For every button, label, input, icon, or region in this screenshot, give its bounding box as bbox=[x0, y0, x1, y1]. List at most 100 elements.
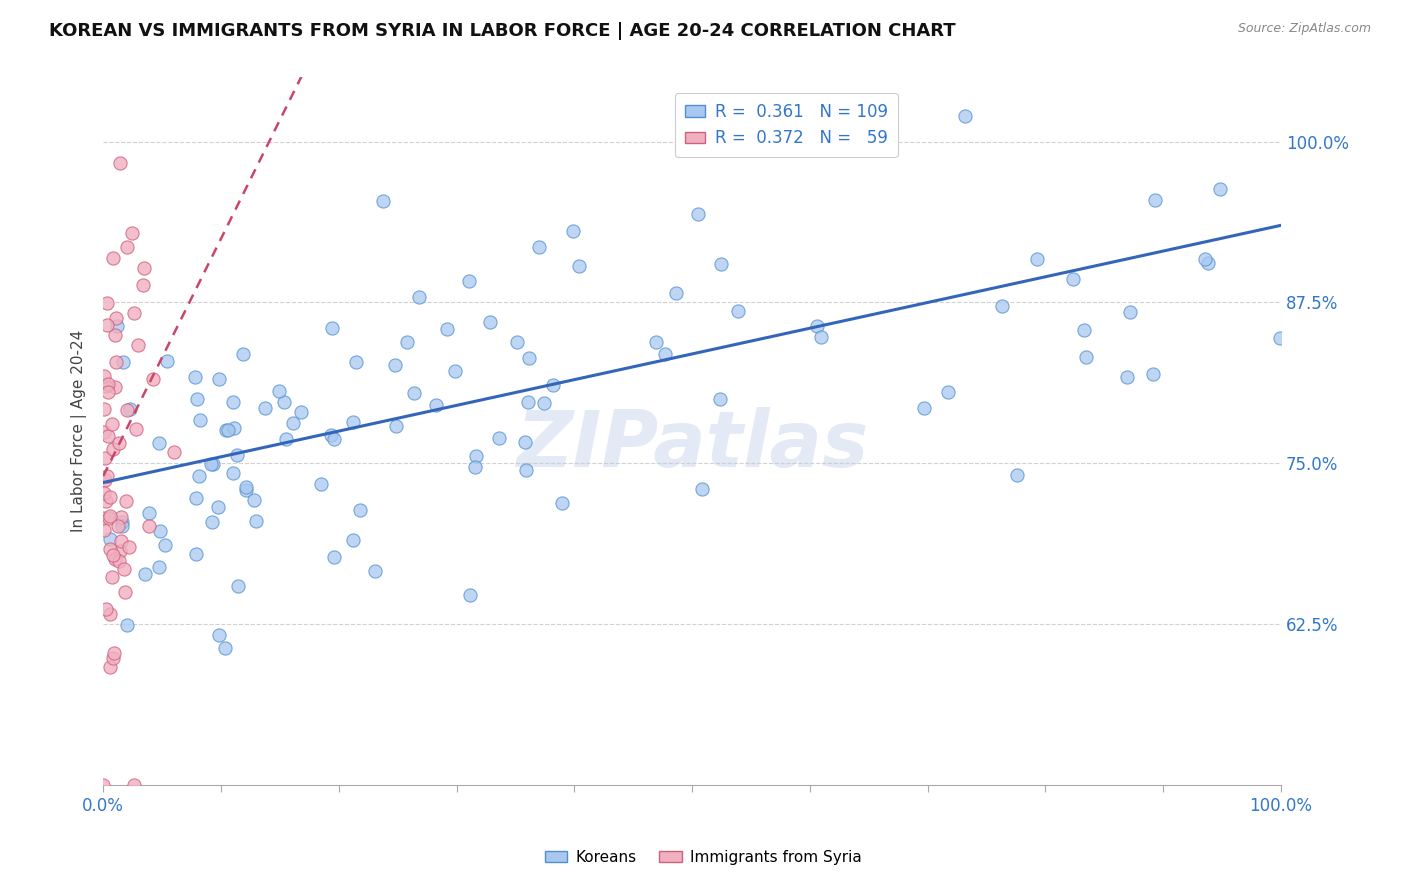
Point bbox=[458, 588, 481, 602]
Point bbox=[108, 435, 131, 450]
Point bbox=[94, 493, 117, 508]
Point bbox=[221, 394, 243, 409]
Point bbox=[93, 369, 115, 384]
Point bbox=[1197, 256, 1219, 270]
Point bbox=[132, 261, 155, 276]
Point bbox=[1194, 252, 1216, 266]
Point bbox=[516, 395, 538, 409]
Point bbox=[561, 224, 583, 238]
Point bbox=[201, 516, 224, 530]
Point bbox=[364, 564, 387, 578]
Text: ZIPatlas: ZIPatlas bbox=[516, 408, 869, 483]
Point bbox=[810, 330, 832, 344]
Point bbox=[108, 156, 131, 170]
Point bbox=[727, 304, 749, 318]
Point bbox=[107, 519, 129, 533]
Point bbox=[138, 519, 160, 533]
Point bbox=[111, 519, 134, 533]
Point bbox=[215, 423, 238, 437]
Point bbox=[464, 459, 486, 474]
Legend: R =  0.361   N = 109, R =  0.372   N =   59: R = 0.361 N = 109, R = 0.372 N = 59 bbox=[675, 93, 898, 157]
Point bbox=[134, 566, 156, 581]
Point bbox=[97, 384, 120, 399]
Point bbox=[806, 318, 828, 333]
Point bbox=[142, 372, 165, 386]
Point bbox=[93, 486, 115, 500]
Point bbox=[568, 259, 591, 273]
Point bbox=[281, 416, 304, 430]
Point bbox=[156, 354, 179, 368]
Point bbox=[111, 355, 134, 369]
Point bbox=[112, 561, 135, 575]
Point bbox=[529, 240, 551, 254]
Point bbox=[208, 627, 231, 641]
Point bbox=[517, 351, 540, 365]
Point bbox=[1142, 367, 1164, 381]
Y-axis label: In Labor Force | Age 20-24: In Labor Force | Age 20-24 bbox=[72, 330, 87, 533]
Point bbox=[98, 607, 121, 621]
Point bbox=[96, 295, 118, 310]
Point bbox=[710, 257, 733, 271]
Point bbox=[309, 477, 332, 491]
Point bbox=[121, 227, 143, 241]
Point bbox=[222, 421, 245, 435]
Point bbox=[408, 290, 430, 304]
Point bbox=[274, 433, 297, 447]
Point bbox=[875, 139, 897, 153]
Point bbox=[488, 431, 510, 445]
Point bbox=[1073, 323, 1095, 337]
Point bbox=[938, 384, 960, 399]
Point bbox=[96, 318, 118, 332]
Point bbox=[98, 490, 121, 504]
Point bbox=[115, 618, 138, 632]
Point bbox=[97, 429, 120, 443]
Point bbox=[267, 384, 290, 398]
Point bbox=[1209, 182, 1232, 196]
Point bbox=[155, 538, 177, 552]
Point bbox=[228, 579, 250, 593]
Point bbox=[98, 660, 121, 674]
Point bbox=[97, 377, 120, 392]
Point bbox=[96, 602, 118, 616]
Point bbox=[1143, 194, 1166, 208]
Point bbox=[149, 524, 172, 538]
Point bbox=[98, 509, 121, 524]
Point bbox=[104, 380, 127, 394]
Point bbox=[148, 436, 170, 450]
Point bbox=[235, 483, 257, 498]
Point bbox=[686, 207, 709, 221]
Point bbox=[148, 560, 170, 574]
Point bbox=[385, 419, 408, 434]
Point bbox=[101, 417, 124, 431]
Point bbox=[100, 570, 122, 584]
Point bbox=[207, 500, 229, 514]
Legend: Koreans, Immigrants from Syria: Koreans, Immigrants from Syria bbox=[538, 844, 868, 871]
Point bbox=[105, 318, 128, 333]
Point bbox=[111, 515, 134, 529]
Point bbox=[515, 463, 537, 477]
Point bbox=[118, 540, 141, 554]
Point bbox=[122, 306, 145, 320]
Point bbox=[505, 334, 527, 349]
Text: KOREAN VS IMMIGRANTS FROM SYRIA IN LABOR FORCE | AGE 20-24 CORRELATION CHART: KOREAN VS IMMIGRANTS FROM SYRIA IN LABOR… bbox=[49, 22, 956, 40]
Point bbox=[1062, 272, 1084, 286]
Text: Source: ZipAtlas.com: Source: ZipAtlas.com bbox=[1237, 22, 1371, 36]
Point bbox=[290, 405, 312, 419]
Point bbox=[214, 641, 236, 656]
Point bbox=[127, 337, 149, 351]
Point bbox=[458, 274, 481, 288]
Point bbox=[664, 286, 686, 301]
Point bbox=[104, 552, 127, 566]
Point bbox=[93, 402, 115, 417]
Point bbox=[991, 300, 1014, 314]
Point bbox=[107, 554, 129, 568]
Point bbox=[235, 479, 257, 493]
Point bbox=[551, 496, 574, 510]
Point bbox=[105, 355, 128, 369]
Point bbox=[115, 494, 138, 508]
Point bbox=[91, 511, 114, 525]
Point bbox=[232, 347, 254, 361]
Point bbox=[208, 372, 231, 386]
Point bbox=[93, 473, 115, 487]
Point bbox=[384, 359, 406, 373]
